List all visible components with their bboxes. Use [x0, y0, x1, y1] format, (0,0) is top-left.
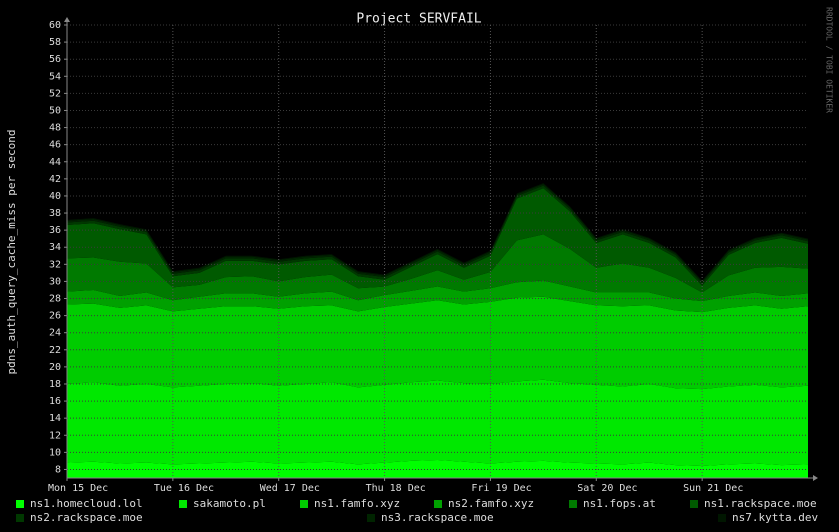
- legend-swatch: [16, 500, 24, 508]
- chart-title: Project SERVFAIL: [356, 12, 481, 27]
- y-tick-label: 12: [49, 430, 61, 441]
- legend-label: sakamoto.pl: [193, 497, 266, 510]
- y-tick-label: 44: [49, 157, 61, 168]
- area: [67, 460, 808, 478]
- x-tick-label: Tue 16 Dec: [154, 483, 214, 494]
- legend-swatch: [434, 500, 442, 508]
- legend-swatch: [179, 500, 187, 508]
- legend-swatch: [16, 514, 24, 522]
- area: [67, 280, 808, 313]
- y-tick-label: 54: [49, 71, 61, 82]
- y-tick-label: 16: [49, 396, 61, 407]
- x-axis-arrow: [813, 475, 818, 481]
- y-axis-arrow: [64, 17, 70, 22]
- legend-swatch: [718, 514, 726, 522]
- legend-label: ns1.rackspace.moe: [704, 497, 817, 510]
- y-tick-label: 58: [49, 37, 61, 48]
- area: [67, 234, 808, 302]
- y-tick-label: 32: [49, 259, 61, 270]
- y-axis-label: pdns_auth_query_cache_miss per second: [5, 129, 18, 374]
- overlay: 8 10 12 14 16 18 20 22 24 26 28 30 32 34 36 38 40 42 44 46 4…: [16, 17, 818, 524]
- y-tick-label: 50: [49, 105, 61, 116]
- legend-swatch: [569, 500, 577, 508]
- legend-label: ns1.fops.at: [583, 497, 656, 510]
- legend-swatch: [300, 500, 308, 508]
- y-tick-label: 22: [49, 345, 61, 356]
- area: [67, 296, 808, 390]
- y-tick-label: 20: [49, 362, 61, 373]
- legend-label: ns2.rackspace.moe: [30, 511, 143, 524]
- legend-label: ns2.famfo.xyz: [448, 497, 534, 510]
- y-tick-label: 42: [49, 174, 61, 185]
- y-tick-label: 10: [49, 447, 61, 458]
- y-tick-label: 60: [49, 20, 61, 31]
- legend-swatch: [367, 514, 375, 522]
- area: [67, 183, 808, 284]
- y-tick-label: 8: [55, 464, 61, 475]
- y-tick-label: 30: [49, 276, 61, 287]
- area: [67, 379, 808, 467]
- x-tick-label: Thu 18 Dec: [366, 483, 426, 494]
- y-tick-label: 52: [49, 88, 61, 99]
- x-tick-label: Sun 21 Dec: [683, 483, 743, 494]
- legend-label: ns7.kytta.dev: [732, 511, 818, 524]
- x-tick-label: Fri 19 Dec: [471, 483, 531, 494]
- area: [67, 188, 808, 293]
- y-tick-label: 24: [49, 328, 61, 339]
- legend-swatch: [690, 500, 698, 508]
- area: [67, 185, 808, 286]
- x-tick-label: Mon 15 Dec: [48, 483, 108, 494]
- y-tick-label: 48: [49, 123, 61, 134]
- y-tick-label: 36: [49, 225, 61, 236]
- y-tick-label: 18: [49, 379, 61, 390]
- y-tick-label: 34: [49, 242, 61, 253]
- y-tick-label: 46: [49, 140, 61, 151]
- legend-label: ns1.famfo.xyz: [314, 497, 400, 510]
- legend-label: ns1.homecloud.lol: [30, 497, 143, 510]
- y-tick-label: 26: [49, 311, 61, 322]
- y-tick-label: 56: [49, 54, 61, 65]
- y-tick-label: 14: [49, 413, 61, 424]
- watermark: RRDTOOL / TOBI OETIKER: [825, 7, 834, 113]
- y-tick-label: 28: [49, 294, 61, 305]
- x-tick-label: Wed 17 Dec: [260, 483, 320, 494]
- x-tick-label: Sat 20 Dec: [577, 483, 637, 494]
- legend-label: ns3.rackspace.moe: [381, 511, 494, 524]
- y-tick-label: 38: [49, 208, 61, 219]
- y-tick-label: 40: [49, 191, 61, 202]
